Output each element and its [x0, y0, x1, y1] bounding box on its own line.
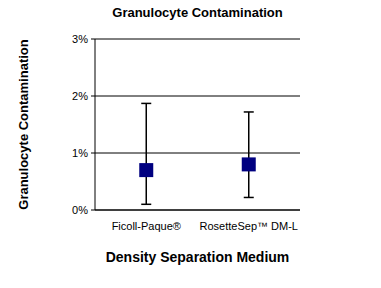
- error-bar-line: [248, 112, 250, 198]
- error-bar: [141, 103, 151, 204]
- chart-svg: Granulocyte Contamination 0% 1% 2% 3% Ficoll-…: [0, 0, 381, 288]
- y-tick-label: 3%: [72, 33, 88, 45]
- y-axis-label: Granulocyte Contamination: [16, 39, 31, 210]
- error-bar: [244, 112, 254, 198]
- error-bar-cap: [141, 103, 151, 105]
- y-tick-label: 0%: [72, 204, 88, 216]
- grid-line: [95, 39, 300, 40]
- point: [139, 163, 153, 177]
- chart-container: Granulocyte Contamination 0% 1% 2% 3% Ficoll-…: [0, 0, 381, 288]
- x-axis-label: Density Separation Medium: [106, 249, 290, 265]
- error-bar-cap: [244, 111, 254, 113]
- y-tick-label: 2%: [72, 90, 88, 102]
- y-axis: [95, 39, 96, 210]
- grid-line: [95, 210, 300, 211]
- point: [242, 157, 256, 171]
- x-axis: [95, 210, 300, 211]
- x-tick-label: RosetteSep™ DM-L: [200, 220, 298, 232]
- x-tick-label: Ficoll-Paque®: [112, 220, 181, 232]
- y-tick-label: 1%: [72, 147, 88, 159]
- error-bar-cap: [141, 204, 151, 206]
- y-tick: [91, 210, 95, 211]
- y-tick: [91, 96, 95, 97]
- title: Granulocyte Contamination: [112, 5, 283, 20]
- grid-line: [95, 96, 300, 97]
- error-bar-cap: [244, 197, 254, 199]
- error-bar-line: [146, 103, 148, 204]
- y-tick: [91, 153, 95, 154]
- plot-marks: [139, 103, 256, 204]
- grid-line: [95, 153, 300, 154]
- y-tick: [91, 39, 95, 40]
